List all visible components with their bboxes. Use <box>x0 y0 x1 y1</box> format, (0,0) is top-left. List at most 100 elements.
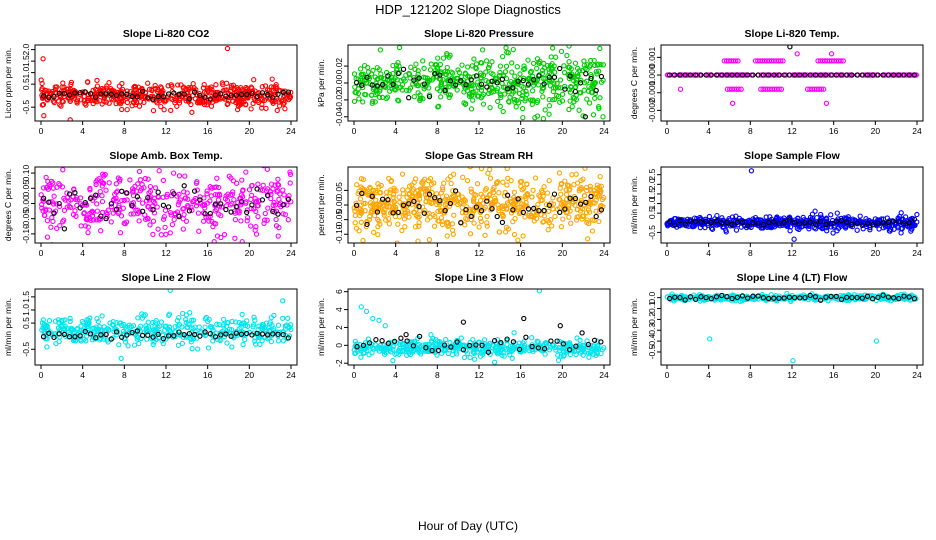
data-point <box>262 217 268 223</box>
data-point <box>731 72 737 78</box>
x-tick-label: 24 <box>286 126 296 136</box>
data-point <box>38 77 44 83</box>
hourly-point <box>583 71 589 77</box>
hourly-point <box>703 294 709 301</box>
data-point <box>597 188 603 195</box>
hourly-point <box>484 198 490 204</box>
data-point <box>160 177 167 184</box>
data-point <box>250 322 257 328</box>
hourly-point <box>890 218 897 225</box>
data-point <box>152 85 159 92</box>
data-point <box>591 217 597 224</box>
data-point <box>128 211 134 217</box>
data-point <box>136 103 143 109</box>
data-point <box>116 178 123 184</box>
data-point <box>595 68 602 74</box>
hourly-point <box>760 72 767 78</box>
hourly-point <box>776 72 782 78</box>
data-point <box>356 96 362 102</box>
hourly-point <box>108 336 114 342</box>
data-point <box>758 217 765 223</box>
data-point <box>555 352 561 358</box>
hourly-point <box>77 333 83 339</box>
hourly-point <box>249 90 255 97</box>
hourly-point <box>828 72 834 78</box>
data-point <box>428 332 434 338</box>
data-point <box>529 194 535 200</box>
data-point <box>189 109 195 115</box>
hourly-point <box>416 203 422 210</box>
data-point <box>446 203 453 209</box>
hourly-point <box>598 207 605 213</box>
data-point <box>248 196 254 203</box>
data-point <box>411 209 417 215</box>
data-point <box>512 73 518 79</box>
data-point <box>581 58 587 64</box>
data-point <box>213 206 220 213</box>
hourly-point <box>567 73 573 79</box>
data-point <box>449 351 456 358</box>
hourly-point <box>460 347 467 353</box>
data-point <box>489 59 495 65</box>
hourly-point <box>51 334 57 341</box>
hourly-point <box>849 294 855 301</box>
hourly-point <box>197 197 203 203</box>
panel-title: Slope Li-820 Pressure <box>424 28 534 40</box>
data-point <box>390 71 396 77</box>
data-point <box>116 202 122 209</box>
level-point <box>738 86 744 92</box>
x-tick-label: 24 <box>912 126 922 136</box>
data-point <box>218 212 224 219</box>
hourly-point <box>468 213 474 220</box>
hourly-point <box>739 219 746 225</box>
data-point <box>438 84 445 90</box>
hourly-point <box>666 72 673 78</box>
data-point <box>573 77 580 83</box>
data-point <box>399 171 406 177</box>
panel-title: Slope Li-820 CO2 <box>123 28 210 40</box>
data-point <box>471 220 477 226</box>
data-point <box>462 70 469 76</box>
data-point <box>71 336 78 342</box>
data-point <box>244 318 250 324</box>
data-point <box>255 181 261 187</box>
data-point <box>496 190 502 196</box>
hourly-point <box>134 328 141 334</box>
x-tick-label: 24 <box>912 370 922 380</box>
data-point <box>522 214 528 220</box>
hourly-point <box>529 343 535 350</box>
data-point <box>172 324 178 330</box>
data-point <box>123 326 129 332</box>
hourly-point <box>531 77 537 83</box>
hourly-point <box>421 210 427 216</box>
data-point <box>566 64 573 71</box>
outlier-point <box>520 114 526 121</box>
y-axis-label: degrees C per min. <box>3 169 13 241</box>
data-point <box>546 177 552 184</box>
data-point <box>472 64 479 71</box>
hourly-point <box>557 209 563 216</box>
hourly-point <box>191 331 198 338</box>
data-point <box>374 90 380 96</box>
data-point <box>106 180 112 186</box>
data-point <box>519 105 526 112</box>
data-point <box>468 86 474 92</box>
data-point <box>360 99 366 105</box>
hourly-point <box>896 218 902 225</box>
hourly-point <box>442 208 448 214</box>
data-point <box>546 219 552 226</box>
hourly-point <box>458 220 464 226</box>
data-point <box>219 80 225 86</box>
data-point <box>238 192 245 198</box>
data-point <box>130 323 137 329</box>
data-point <box>119 197 125 204</box>
data-point <box>244 218 250 224</box>
hourly-point <box>473 204 480 210</box>
data-point <box>275 176 281 182</box>
data-point <box>899 225 905 232</box>
x-tick-label: 12 <box>787 370 797 380</box>
hourly-point <box>400 202 407 208</box>
data-point <box>390 194 396 200</box>
hourly-point <box>223 93 229 99</box>
hourly-point <box>87 331 94 337</box>
